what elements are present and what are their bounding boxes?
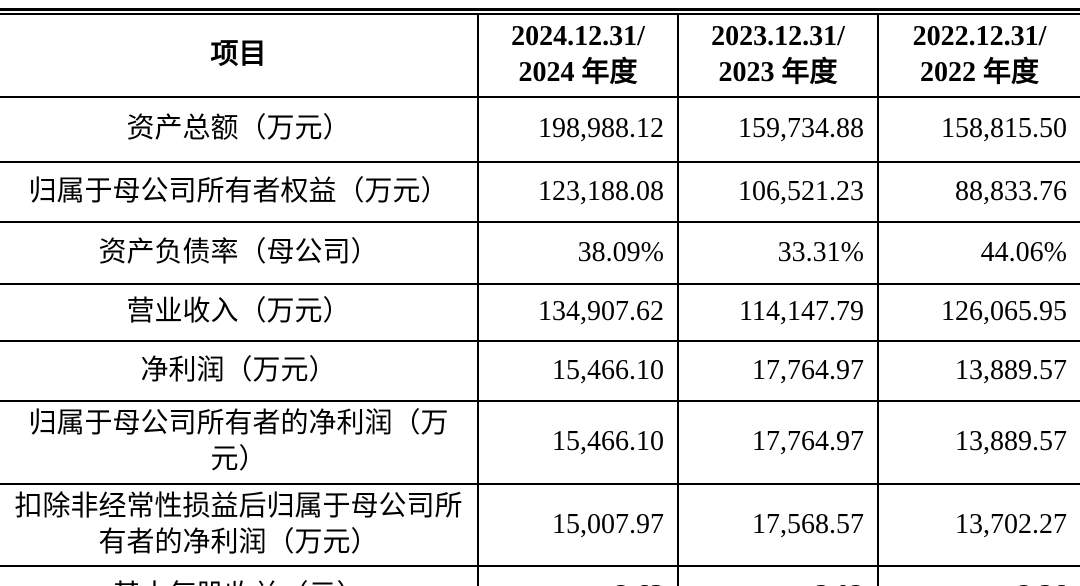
row-value-2023: 17,764.97 [677, 341, 877, 400]
header-cell-period-2022: 2022.12.31/ 2022 年度 [877, 15, 1080, 96]
row-value-2023: 106,521.23 [677, 162, 877, 221]
row-value-2023: 3.02 [677, 567, 877, 586]
row-value-2022: 13,889.57 [877, 401, 1080, 483]
row-value-2024: 123,188.08 [477, 162, 677, 221]
financial-summary-table: 项目 2024.12.31/ 2024 年度 2023.12.31/ 2023 … [0, 8, 1080, 586]
table-row-parent-equity: 归属于母公司所有者权益（万元） 123,188.08 106,521.23 88… [0, 160, 1080, 221]
header-cell-period-2023: 2023.12.31/ 2023 年度 [677, 15, 877, 96]
row-label: 基本每股收益（元） [0, 567, 477, 586]
row-value-2022: 126,065.95 [877, 284, 1080, 340]
row-value-2022: 13,889.57 [877, 341, 1080, 400]
table-row-debt-ratio: 资产负债率（母公司） 38.09% 33.31% 44.06% [0, 220, 1080, 283]
table-top-double-rule [0, 8, 1080, 15]
table-row-net-profit: 净利润（万元） 15,466.10 17,764.97 13,889.57 [0, 339, 1080, 400]
table-row-parent-net-profit: 归属于母公司所有者的净利润（万元） 15,466.10 17,764.97 13… [0, 399, 1080, 483]
header-cell-period-2024: 2024.12.31/ 2024 年度 [477, 15, 677, 96]
row-value-2024: 15,007.97 [477, 484, 677, 566]
table-row-parent-net-profit-excl-nonrecurring: 扣除非经常性损益后归属于母公司所有者的净利润（万元） 15,007.97 17,… [0, 482, 1080, 566]
header-cell-item: 项目 [210, 39, 267, 71]
row-label: 归属于母公司所有者权益（万元） [28, 175, 449, 207]
row-value-2022: 2.36 [877, 567, 1080, 586]
row-value-2024: 15,466.10 [477, 401, 677, 483]
row-value-2023: 114,147.79 [677, 284, 877, 340]
row-label: 归属于母公司所有者的净利润（万元） [28, 407, 449, 476]
row-value-2022: 44.06% [877, 222, 1080, 283]
row-label: 净利润（万元） [140, 354, 337, 386]
row-label: 资产总额（万元） [126, 113, 351, 145]
table-row-total-assets: 资产总额（万元） 198,988.12 159,734.88 158,815.5… [0, 95, 1080, 161]
table-row-basic-eps: 基本每股收益（元） 2.63 3.02 2.36 [0, 565, 1080, 586]
row-label: 营业收入（万元） [126, 296, 351, 328]
row-value-2024: 2.63 [477, 567, 677, 586]
row-value-2023: 159,734.88 [677, 97, 877, 161]
table-row-operating-revenue: 营业收入（万元） 134,907.62 114,147.79 126,065.9… [0, 282, 1080, 340]
row-value-2024: 15,466.10 [477, 341, 677, 400]
table-header-row: 项目 2024.12.31/ 2024 年度 2023.12.31/ 2023 … [0, 15, 1080, 96]
row-value-2024: 134,907.62 [477, 284, 677, 340]
row-value-2023: 17,568.57 [677, 484, 877, 566]
row-value-2022: 13,702.27 [877, 484, 1080, 566]
row-value-2023: 17,764.97 [677, 401, 877, 483]
row-label: 扣除非经常性损益后归属于母公司所有者的净利润（万元） [14, 490, 463, 558]
row-value-2024: 38.09% [477, 222, 677, 283]
row-value-2022: 88,833.76 [877, 162, 1080, 221]
row-value-2024: 198,988.12 [477, 97, 677, 161]
row-label: 资产负债率（母公司） [98, 236, 379, 268]
row-value-2022: 158,815.50 [877, 97, 1080, 161]
row-value-2023: 33.31% [677, 222, 877, 283]
